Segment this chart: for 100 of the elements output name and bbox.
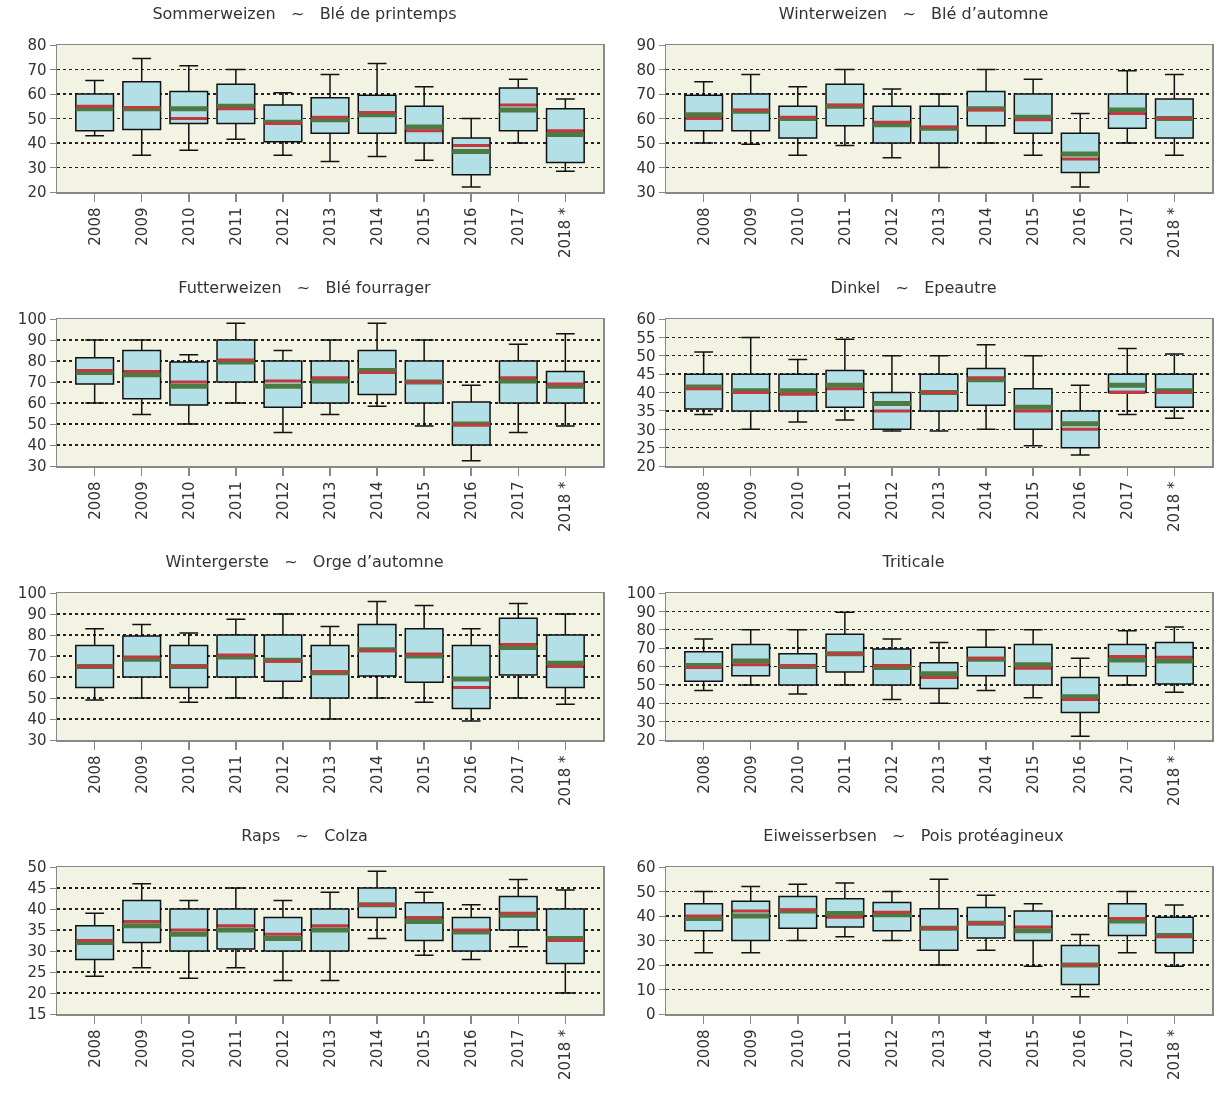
y-tick-label: 60 <box>636 657 656 676</box>
y-tick-label: 20 <box>27 183 47 202</box>
x-tick-label: 2010 <box>788 755 807 794</box>
y-tick-label: 50 <box>636 347 656 365</box>
y-tick-label: 40 <box>27 900 47 919</box>
x-tick-label: 2012 <box>882 481 901 520</box>
x-tick-label: 2013 <box>320 481 339 520</box>
x-tick-label: 2013 <box>320 1029 339 1068</box>
x-tick-label: 2009 <box>132 755 151 794</box>
y-tick-label: 70 <box>27 647 47 666</box>
y-tick-label: 50 <box>27 858 47 877</box>
chart-title: Triticale <box>881 552 945 572</box>
y-tick-label: 35 <box>636 402 656 421</box>
chart-title: Dinkel ~ Epeautre <box>830 278 997 298</box>
y-tick-label: 20 <box>636 731 656 750</box>
y-tick-label: 50 <box>27 415 47 434</box>
chart-title: Sommerweizen ~ Blé de printemps <box>152 4 457 24</box>
y-tick-label: 25 <box>27 963 47 982</box>
y-tick-label: 35 <box>27 921 47 940</box>
x-tick-label: 2015 <box>415 207 434 246</box>
x-tick-label: 2014 <box>367 755 386 794</box>
y-tick-label: 60 <box>636 109 656 128</box>
x-tick-label: 2008 <box>85 1029 104 1068</box>
chart-title: Futterweizen ~ Blé fourrager <box>178 278 432 298</box>
x-tick-label: 2013 <box>320 755 339 794</box>
y-tick-label: 100 <box>17 584 47 603</box>
y-tick-label: 40 <box>27 710 47 729</box>
y-tick-label: 100 <box>17 310 47 329</box>
x-tick-label: 2018 * <box>556 1029 575 1080</box>
x-tick-label: 2014 <box>976 481 995 520</box>
x-tick-label: 2014 <box>976 207 995 246</box>
x-tick-label: 2008 <box>694 207 713 246</box>
x-tick-label: 2015 <box>1024 755 1043 794</box>
y-tick-label: 30 <box>27 731 47 750</box>
y-tick-label: 70 <box>27 373 47 392</box>
y-tick-label: 50 <box>27 109 47 128</box>
x-tick-label: 2011 <box>835 481 854 520</box>
x-tick-label: 2015 <box>415 755 434 794</box>
x-tick-label: 2016 <box>462 1029 481 1068</box>
y-tick-label: 30 <box>636 712 656 731</box>
x-tick-label: 2009 <box>132 481 151 520</box>
x-tick-label: 2015 <box>415 1029 434 1068</box>
y-tick-label: 30 <box>636 183 656 202</box>
x-tick-label: 2017 <box>1118 207 1137 246</box>
x-tick-label: 2016 <box>1071 207 1090 246</box>
x-tick-label: 2012 <box>273 481 292 520</box>
chart-title: Eiweisserbsen ~ Pois protéagineux <box>763 826 1064 846</box>
x-tick-label: 2013 <box>929 755 948 794</box>
y-tick-label: 90 <box>27 605 47 624</box>
y-tick-label: 40 <box>636 907 656 926</box>
x-tick-label: 2008 <box>85 481 104 520</box>
y-tick-label: 30 <box>636 931 656 950</box>
x-tick-label: 2012 <box>882 207 901 246</box>
x-tick-label: 2018 * <box>1165 207 1184 258</box>
x-tick-label: 2012 <box>882 755 901 794</box>
x-tick-label: 2011 <box>226 1029 245 1068</box>
x-tick-label: 2011 <box>835 755 854 794</box>
y-tick-label: 60 <box>636 858 656 877</box>
y-tick-label: 90 <box>636 602 656 621</box>
y-tick-label: 90 <box>636 36 656 55</box>
x-tick-label: 2008 <box>694 481 713 520</box>
x-tick-label: 2016 <box>1071 1029 1090 1068</box>
x-tick-label: 2018 * <box>556 755 575 806</box>
x-tick-label: 2016 <box>1071 481 1090 520</box>
x-tick-label: 2011 <box>226 207 245 246</box>
x-tick-label: 2011 <box>835 207 854 246</box>
x-tick-label: 2009 <box>741 481 760 520</box>
x-tick-label: 2011 <box>226 755 245 794</box>
y-tick-label: 70 <box>636 639 656 658</box>
y-tick-label: 60 <box>27 85 47 104</box>
x-tick-label: 2016 <box>462 481 481 520</box>
x-tick-label: 2014 <box>976 1029 995 1068</box>
y-tick-label: 55 <box>636 328 656 347</box>
y-tick-label: 30 <box>636 420 656 439</box>
x-tick-label: 2017 <box>1118 481 1137 520</box>
y-tick-label: 0 <box>645 1005 656 1024</box>
x-tick-label: 2010 <box>788 207 807 246</box>
x-tick-label: 2014 <box>976 755 995 794</box>
y-tick-label: 20 <box>27 984 47 1003</box>
y-tick-label: 70 <box>27 60 47 79</box>
y-tick-label: 80 <box>636 60 656 79</box>
x-tick-label: 2012 <box>882 1029 901 1068</box>
y-tick-label: 40 <box>27 436 47 455</box>
x-tick-label: 2010 <box>179 481 198 520</box>
y-tick-label: 45 <box>636 365 656 384</box>
x-tick-label: 2010 <box>179 207 198 246</box>
x-tick-label: 2012 <box>273 755 292 794</box>
x-tick-label: 2017 <box>509 1029 528 1068</box>
y-tick-label: 80 <box>27 626 47 645</box>
x-tick-label: 2013 <box>929 207 948 246</box>
y-tick-label: 100 <box>626 584 656 603</box>
x-tick-label: 2017 <box>509 481 528 520</box>
chart-title: Winterweizen ~ Blé d’automne <box>778 4 1049 24</box>
y-tick-label: 80 <box>636 621 656 639</box>
x-tick-label: 2015 <box>1024 207 1043 246</box>
x-tick-label: 2017 <box>509 207 528 246</box>
y-tick-label: 80 <box>27 36 47 55</box>
y-tick-label: 15 <box>27 1005 47 1024</box>
y-tick-label: 40 <box>636 383 656 402</box>
x-tick-label: 2013 <box>320 207 339 246</box>
